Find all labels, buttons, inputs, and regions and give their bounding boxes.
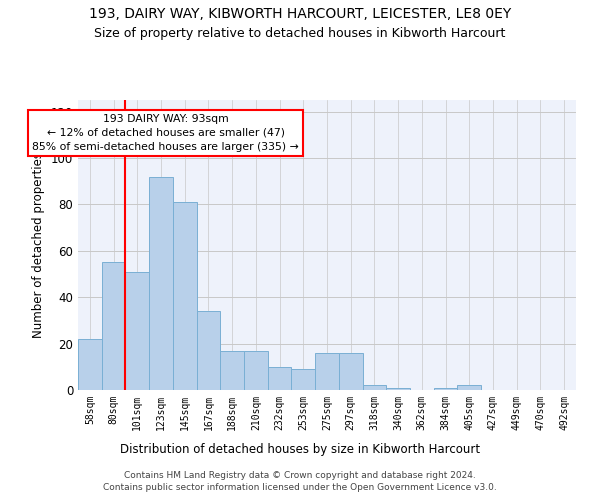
Bar — [362, 386, 386, 390]
Text: Size of property relative to detached houses in Kibworth Harcourt: Size of property relative to detached ho… — [94, 28, 506, 40]
Y-axis label: Number of detached properties: Number of detached properties — [32, 152, 45, 338]
Bar — [197, 311, 220, 390]
Text: 193, DAIRY WAY, KIBWORTH HARCOURT, LEICESTER, LE8 0EY: 193, DAIRY WAY, KIBWORTH HARCOURT, LEICE… — [89, 8, 511, 22]
Bar — [102, 262, 125, 390]
Bar — [173, 202, 197, 390]
Bar — [457, 386, 481, 390]
Bar — [125, 272, 149, 390]
Bar — [244, 350, 268, 390]
Bar — [339, 353, 362, 390]
Bar — [220, 350, 244, 390]
Bar — [149, 176, 173, 390]
Bar — [78, 339, 102, 390]
Bar — [268, 367, 292, 390]
Bar — [315, 353, 339, 390]
Bar — [434, 388, 457, 390]
Text: Contains HM Land Registry data © Crown copyright and database right 2024.: Contains HM Land Registry data © Crown c… — [124, 471, 476, 480]
Text: 193 DAIRY WAY: 93sqm
← 12% of detached houses are smaller (47)
85% of semi-detac: 193 DAIRY WAY: 93sqm ← 12% of detached h… — [32, 114, 299, 152]
Text: Contains public sector information licensed under the Open Government Licence v3: Contains public sector information licen… — [103, 484, 497, 492]
Text: Distribution of detached houses by size in Kibworth Harcourt: Distribution of detached houses by size … — [120, 442, 480, 456]
Bar — [386, 388, 410, 390]
Bar — [292, 369, 315, 390]
